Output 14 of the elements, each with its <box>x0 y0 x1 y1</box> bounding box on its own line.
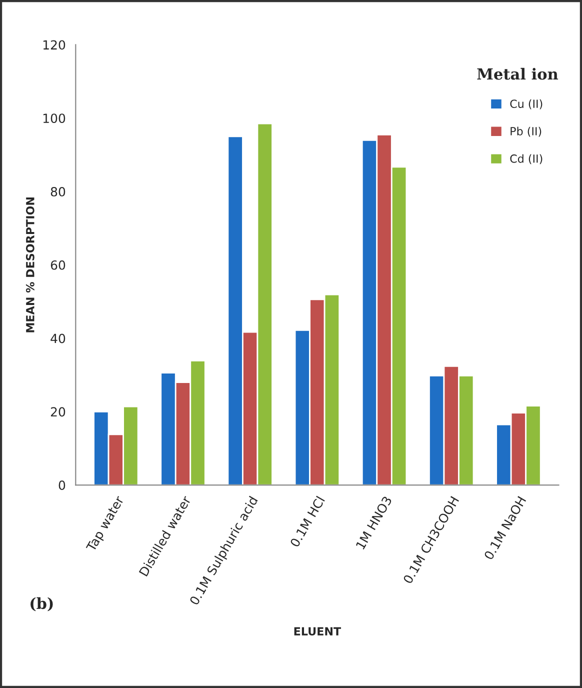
y-tick-label: 20 <box>50 407 66 417</box>
y-tick-label: 120 <box>43 40 66 50</box>
y-tick-label: 0 <box>58 480 66 490</box>
y-tick-label: 60 <box>50 260 66 270</box>
y-tick-label: 80 <box>50 186 66 196</box>
y-tick-label: 100 <box>43 114 66 124</box>
y-axis-title: MEAN % DESORPTION <box>26 197 34 332</box>
x-axis-title: ELUENT <box>294 627 342 636</box>
legend-label: Pb (II) <box>510 126 542 137</box>
legend-label: Cu (II) <box>510 99 542 110</box>
text: (b) <box>30 597 53 612</box>
legend-label: Cd (II) <box>510 154 542 164</box>
legend-title: Metal ion <box>477 68 558 80</box>
y-tick-label: 40 <box>50 334 66 344</box>
